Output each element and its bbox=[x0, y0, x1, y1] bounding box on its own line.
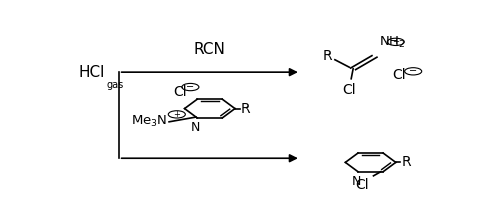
Text: Cl: Cl bbox=[355, 178, 368, 192]
Text: Me$_3$N: Me$_3$N bbox=[130, 114, 167, 129]
Text: N: N bbox=[352, 175, 360, 188]
Text: R: R bbox=[241, 101, 250, 116]
Text: R: R bbox=[323, 49, 333, 63]
Text: Cl: Cl bbox=[342, 83, 356, 97]
Text: −: − bbox=[409, 66, 417, 76]
Text: HCl: HCl bbox=[78, 65, 104, 80]
Text: −: − bbox=[186, 82, 194, 92]
Text: +: + bbox=[174, 110, 180, 119]
Text: R: R bbox=[402, 155, 411, 169]
Text: +: + bbox=[392, 37, 399, 46]
Text: N: N bbox=[190, 121, 200, 134]
Text: RCN: RCN bbox=[194, 42, 226, 57]
Text: gas: gas bbox=[106, 80, 124, 90]
Text: NH$_2$: NH$_2$ bbox=[379, 35, 406, 50]
Text: Cl: Cl bbox=[392, 68, 406, 83]
Text: Cl: Cl bbox=[173, 85, 186, 99]
